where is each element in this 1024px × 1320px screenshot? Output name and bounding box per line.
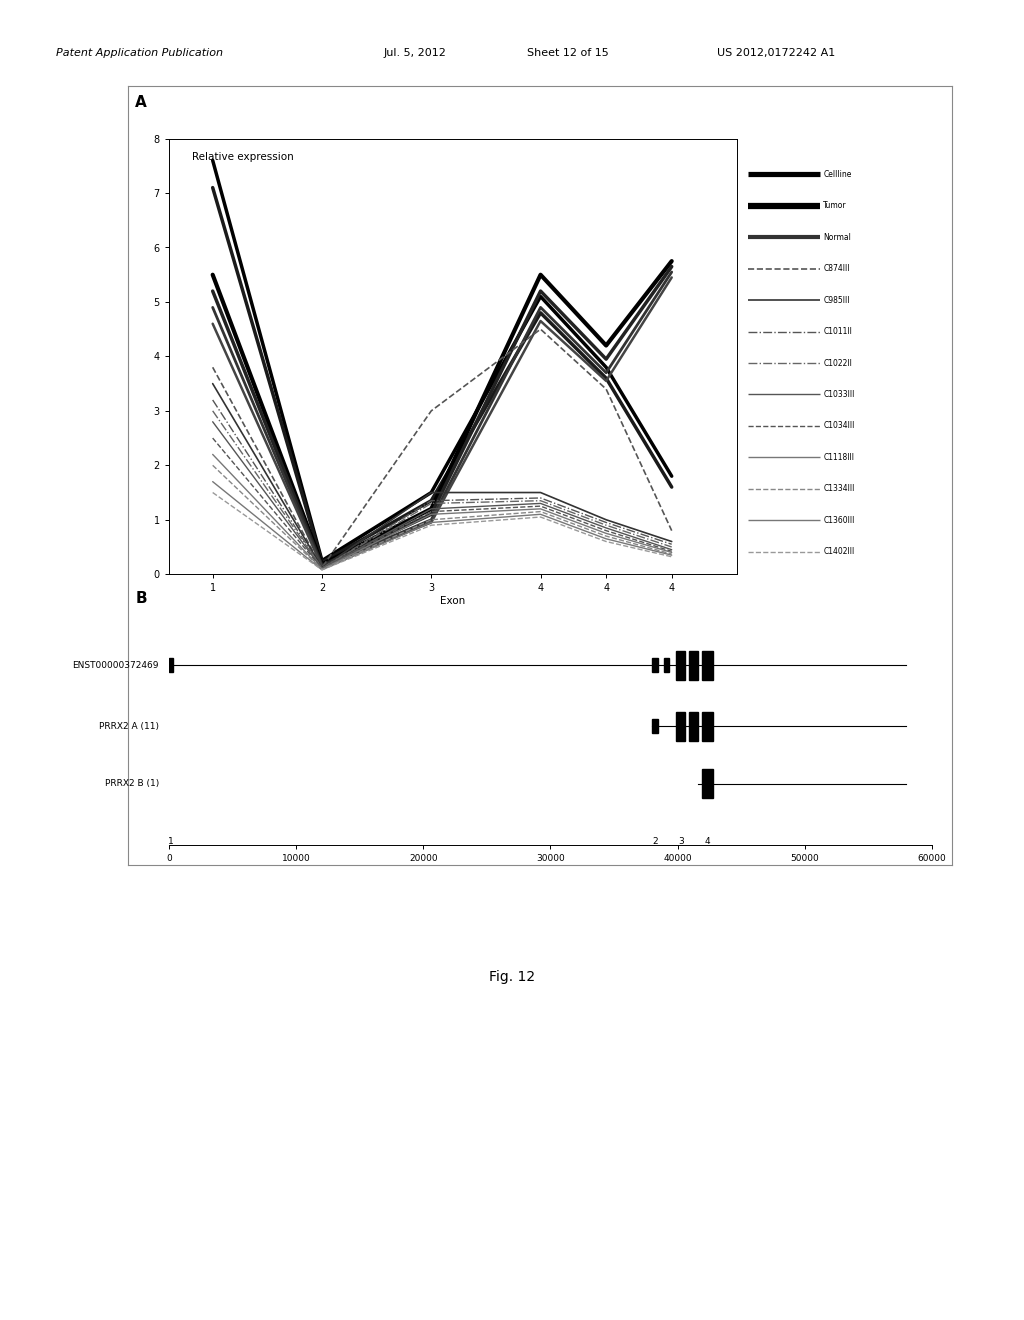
Text: 4: 4 <box>705 837 711 846</box>
Text: Fig. 12: Fig. 12 <box>488 970 536 985</box>
Text: C874III: C874III <box>823 264 850 273</box>
Text: Relative expression: Relative expression <box>191 152 294 161</box>
Bar <box>652 719 657 733</box>
Text: C1033III: C1033III <box>823 389 855 399</box>
Text: C1360III: C1360III <box>823 516 855 525</box>
Text: Jul. 5, 2012: Jul. 5, 2012 <box>384 48 446 58</box>
Text: 3: 3 <box>678 837 684 846</box>
Text: Patent Application Publication: Patent Application Publication <box>56 48 223 58</box>
Text: 2: 2 <box>652 837 657 846</box>
Bar <box>664 659 670 672</box>
Text: Cellline: Cellline <box>823 170 852 178</box>
Text: 1: 1 <box>168 837 174 846</box>
Bar <box>676 711 685 741</box>
Bar <box>701 770 713 799</box>
Bar <box>701 651 713 680</box>
Text: C1011II: C1011II <box>823 327 852 337</box>
Text: C1022II: C1022II <box>823 359 852 367</box>
Text: C985III: C985III <box>823 296 850 305</box>
Text: Normal: Normal <box>823 232 851 242</box>
Text: Tumor: Tumor <box>823 201 847 210</box>
Text: C1402III: C1402III <box>823 548 855 556</box>
Bar <box>701 711 713 741</box>
Bar <box>169 659 173 672</box>
Text: B: B <box>135 591 146 606</box>
Text: PRRX2 B (1): PRRX2 B (1) <box>104 779 159 788</box>
Text: Sheet 12 of 15: Sheet 12 of 15 <box>527 48 609 58</box>
Text: C1334III: C1334III <box>823 484 855 494</box>
Bar <box>689 651 698 680</box>
Text: ENST00000372469: ENST00000372469 <box>73 660 159 669</box>
Text: PRRX2 A (11): PRRX2 A (11) <box>98 722 159 730</box>
Text: C1034III: C1034III <box>823 421 855 430</box>
Bar <box>676 651 685 680</box>
Bar <box>689 711 698 741</box>
Bar <box>652 659 657 672</box>
Text: C1118III: C1118III <box>823 453 854 462</box>
Text: US 2012,0172242 A1: US 2012,0172242 A1 <box>717 48 835 58</box>
X-axis label: Exon: Exon <box>440 597 466 606</box>
Text: A: A <box>135 95 146 110</box>
